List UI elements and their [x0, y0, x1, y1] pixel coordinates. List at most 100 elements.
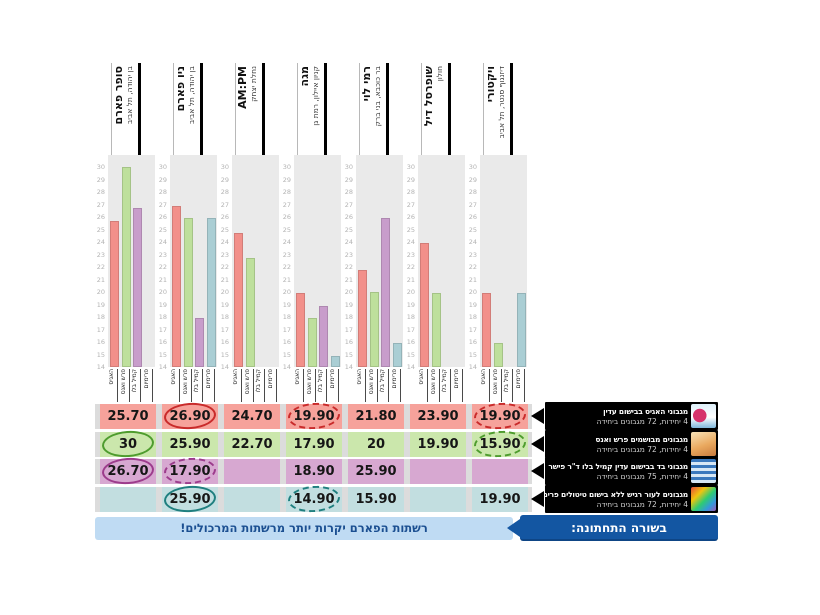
- price-cell: 15.90: [348, 487, 404, 512]
- y-axis-tick-label: 24: [220, 238, 229, 246]
- store-branch: בן יהודה, תל אביב: [187, 66, 196, 125]
- y-axis-tick-label: 30: [96, 163, 105, 171]
- y-axis-tick-label: 15: [220, 350, 229, 359]
- y-axis-tick-label: 22: [344, 263, 353, 271]
- x-axis-label: פרימיום: [265, 369, 277, 402]
- price-cell: [410, 487, 466, 512]
- y-axis-tick-label: 17: [344, 325, 353, 334]
- price-bar: [133, 208, 142, 367]
- x-axis-label-text: פרימיום: [513, 369, 525, 402]
- x-axis-label-text: האגיס: [231, 369, 242, 402]
- store-name: מגה: [298, 66, 311, 87]
- y-axis-tick-label: 15: [96, 350, 105, 359]
- y-axis-tick-label: 23: [282, 250, 291, 259]
- store-name: שופרסל דיל: [422, 66, 435, 127]
- product-text: מגבוני האגיס בבישום עדין 4 יחידות, 72 מגב…: [547, 406, 689, 426]
- y-axis-tick-label: 27: [468, 200, 477, 209]
- y-axis-tick-label: 28: [220, 188, 229, 196]
- x-axis-label: קמיל בלו: [316, 369, 327, 402]
- x-axis-label-text: קמיל בלו: [254, 369, 265, 402]
- y-axis-tick-label: 29: [344, 175, 353, 184]
- y-axis-tick-label: 15: [468, 350, 477, 359]
- price-value: 25.90: [169, 492, 211, 507]
- y-axis-tick-label: 20: [96, 288, 105, 296]
- y-axis-tick-label: 23: [468, 250, 477, 259]
- price-value: 17.90: [293, 437, 335, 452]
- price-bar: [493, 343, 503, 367]
- x-axis-label: פרש ואנס: [428, 369, 440, 402]
- store-header-label: שופרסל דיל חולון: [421, 63, 451, 155]
- price-cell: 19.90: [410, 432, 466, 457]
- product-text: מגבונים מבושמים פרש ואנס 4 יחידות, 72 מגב…: [547, 435, 688, 454]
- x-axis-label: פרש ואנס: [366, 369, 378, 402]
- price-value: 19.90: [479, 492, 521, 507]
- price-bar: [369, 292, 379, 367]
- price-bar: [482, 293, 491, 367]
- row-pointer-left-icon: [531, 408, 544, 424]
- store-header-2: AM:PM נחלת יצחק: [235, 63, 265, 155]
- store-branch: בן יהודה, תל אביב: [125, 66, 134, 125]
- y-axis-tick-label: 26: [406, 213, 415, 221]
- y-axis-tick-label: 17: [96, 325, 105, 334]
- price-cell: [100, 487, 156, 512]
- price-cell: 19.90: [286, 404, 342, 429]
- store-header-3: מגה קניון איילון, רמת גן: [297, 63, 327, 155]
- x-axis-label-text: פרימיום: [141, 369, 153, 402]
- x-axis-label-text: פרימיום: [451, 369, 463, 402]
- x-axis-label: פרש ואנס: [242, 369, 254, 402]
- x-axis-label: פרש ואנס: [118, 369, 130, 402]
- y-axis-tick-label: 17: [468, 325, 477, 334]
- row-pointer-left-icon: [531, 463, 544, 479]
- x-axis-label: פרש ואנס: [304, 369, 316, 402]
- price-value: 19.90: [417, 437, 459, 452]
- y-axis-tick-label: 30: [406, 163, 415, 171]
- y-axis-tick-label: 30: [220, 163, 229, 171]
- x-axis-label-text: פרש ואנס: [366, 369, 378, 402]
- x-axis-label: האגיס: [293, 369, 304, 402]
- price-bar: [381, 218, 390, 367]
- price-cell: 17.90: [286, 432, 342, 457]
- price-bar: [121, 167, 131, 367]
- product-name: מגבוני האגיס בבישום עדין: [603, 406, 688, 416]
- banner-lead: בשורה התחתונה:: [520, 515, 718, 541]
- y-axis-tick-label: 16: [468, 338, 477, 346]
- y-axis-tick-label: 26: [96, 213, 105, 221]
- store-name: AM:PM: [236, 66, 249, 109]
- y-axis-tick-label: 27: [406, 200, 415, 209]
- price-bar: [110, 220, 119, 367]
- y-axis-tick-label: 27: [220, 200, 229, 209]
- product-details: 4 יחידות, 72 מגבונים ביחידה: [596, 444, 688, 454]
- price-row-strip: 25.90 14.90 15.90 19.90: [95, 484, 532, 514]
- store-header-0: סופר פארם בן יהודה, תל אביב: [111, 63, 141, 155]
- store-header-4: רמי לוי בר כוכבא, בני ברק: [359, 63, 389, 155]
- y-axis-tick-label: 24: [96, 238, 105, 246]
- x-axis-label-text: פרימיום: [265, 369, 277, 402]
- y-axis-tick-label: 24: [158, 238, 167, 246]
- y-axis-tick-label: 24: [344, 238, 353, 246]
- x-axis-label: קמיל בלו: [378, 369, 389, 402]
- y-axis-tick-label: 25: [406, 225, 415, 234]
- huggies-wipes-image: [691, 404, 716, 428]
- price-bar: [420, 243, 429, 367]
- price-cell: 26.90: [162, 404, 218, 429]
- y-axis-tick-label: 21: [158, 275, 167, 284]
- y-axis-tick-label: 28: [96, 188, 105, 196]
- x-axis-label-text: פרימיום: [327, 369, 339, 402]
- price-value: 15.90: [479, 437, 521, 452]
- y-axis-tick-label: 30: [282, 163, 291, 171]
- y-axis-tick-label: 28: [468, 188, 477, 196]
- y-axis-tick-label: 16: [158, 338, 167, 346]
- store-header-label: ניו פארם בן יהודה, תל אביב: [173, 63, 203, 155]
- y-axis-tick-label: 29: [96, 175, 105, 184]
- y-axis-tick-label: 20: [220, 288, 229, 296]
- y-axis-tick-label: 27: [282, 200, 291, 209]
- store-name: סופר פארם: [112, 66, 125, 125]
- y-axis-tick-label: 22: [96, 263, 105, 271]
- y-axis-tick-label: 26: [220, 213, 229, 221]
- x-axis-label-text: קמיל בלו: [502, 369, 513, 402]
- x-axis-label-text: קמיל בלו: [130, 369, 141, 402]
- x-axis-label-text: פרימיום: [389, 369, 401, 402]
- price-row-strip: 30 25.90 22.70 17.90 20 19.90 15.90: [95, 429, 532, 459]
- y-axis-tick-label: 26: [158, 213, 167, 221]
- y-axis-tick-label: 19: [220, 300, 229, 309]
